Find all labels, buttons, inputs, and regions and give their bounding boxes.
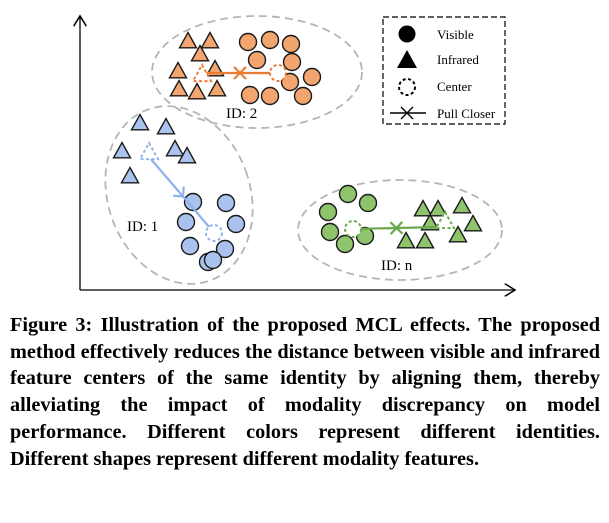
visible-circle	[216, 193, 236, 213]
legend-center-label: Center	[437, 79, 472, 94]
infrared-triangle	[168, 61, 188, 79]
pull-arrowhead	[173, 186, 185, 198]
visible-center	[344, 220, 362, 238]
caption-label: Figure 3:	[10, 314, 93, 336]
visible-circle	[238, 32, 258, 52]
infrared-center	[191, 62, 213, 83]
visible-circle	[280, 72, 300, 92]
infrared-center	[138, 140, 160, 161]
figure-caption: Figure 3: Illustration of the proposed M…	[10, 312, 600, 472]
legend-pull-closer-icon	[390, 106, 426, 120]
visible-circle	[318, 202, 338, 222]
cluster-id2	[168, 30, 322, 106]
visible-circle	[215, 239, 235, 259]
visible-circle	[176, 212, 196, 232]
infrared-triangle	[112, 141, 132, 159]
infrared-triangle	[178, 31, 198, 49]
pull-line	[149, 157, 211, 229]
id-label-n: ID: n	[381, 258, 413, 274]
visible-center	[269, 64, 287, 82]
figure-illustration: ID: 2 ID: 1 ID: n Visible Infrared Cente…	[0, 0, 609, 310]
infrared-triangle	[452, 196, 472, 214]
infrared-triangle	[177, 146, 197, 164]
legend-infrared-label: Infrared	[437, 52, 479, 67]
infrared-triangle	[169, 79, 189, 97]
visible-circle	[293, 86, 313, 106]
visible-circle	[240, 85, 260, 105]
infrared-triangle	[448, 225, 468, 243]
legend-visible-label: Visible	[437, 27, 474, 42]
visible-circle	[302, 67, 322, 87]
infrared-triangle	[156, 117, 176, 135]
infrared-triangle	[463, 214, 483, 232]
legend: Visible Infrared Center Pull Closer	[382, 16, 506, 125]
visible-circle	[281, 34, 301, 54]
axes	[80, 16, 515, 290]
infrared-triangle	[420, 213, 440, 231]
infrared-center	[434, 209, 456, 230]
visible-center	[205, 224, 223, 242]
visible-circle	[260, 30, 280, 50]
pull-arrowhead	[394, 221, 404, 235]
visible-circle	[338, 184, 358, 204]
visible-circle	[282, 52, 302, 72]
legend-pull-closer-label: Pull Closer	[437, 106, 496, 121]
id-label-1: ID: 1	[127, 219, 158, 235]
pull-arrowhead	[238, 66, 247, 80]
cluster-ellipse-idn	[297, 179, 503, 281]
infrared-triangle	[428, 199, 448, 217]
infrared-triangle	[130, 113, 150, 131]
infrared-triangle	[396, 231, 416, 249]
caption-text: Illustration of the proposed MCL effects…	[10, 314, 600, 470]
infrared-triangle	[120, 166, 140, 184]
cluster-id1	[112, 113, 246, 272]
cluster-idn	[318, 184, 483, 254]
infrared-triangle	[190, 44, 210, 62]
visible-circle	[203, 250, 223, 270]
visible-circle	[183, 192, 203, 212]
infrared-triangle	[207, 79, 227, 97]
legend-visible-icon	[398, 25, 416, 43]
infrared-triangle	[415, 231, 435, 249]
visible-circle	[320, 222, 340, 242]
legend-center-icon	[398, 78, 416, 96]
infrared-triangle	[200, 31, 220, 49]
visible-circle	[335, 234, 355, 254]
cluster-ellipse-id2	[151, 15, 363, 129]
id-label-2: ID: 2	[226, 106, 257, 122]
legend-infrared-icon	[397, 50, 417, 68]
visible-circle	[226, 214, 246, 234]
visible-circle	[358, 193, 378, 213]
infrared-triangle	[165, 139, 185, 157]
visible-circle	[260, 86, 280, 106]
cluster-ellipse-id1	[104, 105, 254, 285]
infrared-triangle	[413, 199, 433, 217]
visible-circle	[247, 50, 267, 70]
infrared-triangle	[187, 82, 207, 100]
visible-circle	[180, 236, 200, 256]
